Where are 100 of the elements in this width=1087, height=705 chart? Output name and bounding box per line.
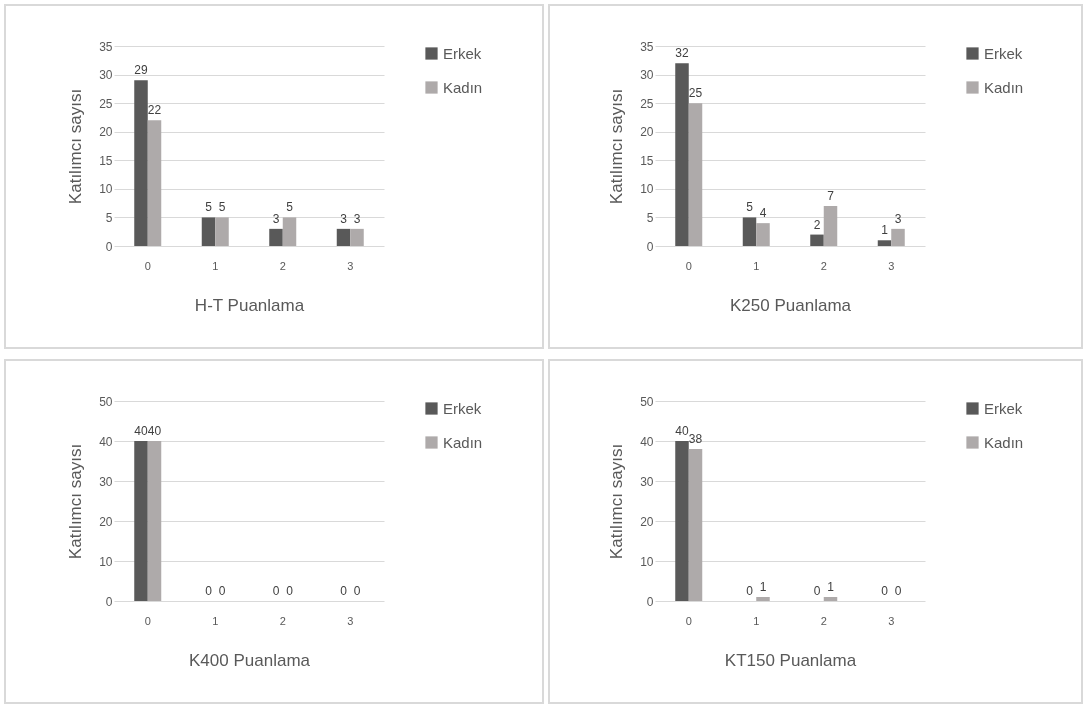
data-label: 32 [675,46,689,61]
data-label: 40 [675,424,689,438]
y-tick-label: 30 [640,68,654,83]
x-tick-label: 3 [888,614,895,627]
data-label: 3 [894,211,902,226]
x-tick-label: 3 [888,259,895,272]
bar [147,120,161,246]
bar [688,103,703,246]
bar [214,217,229,246]
data-label: 0 [272,584,280,598]
x-tick-label: 2 [820,614,827,627]
data-label: 5 [204,200,212,215]
bar [201,217,215,246]
y-tick-label: 0 [646,594,654,609]
legend-label: Kadın [442,78,482,96]
y-axis-title: Katılımcı sayısı [607,443,627,560]
bar [756,597,770,601]
data-label: 0 [353,584,361,598]
y-axis-title: Katılımcı sayısı [65,88,85,205]
y-tick-label: 20 [640,514,654,529]
data-label: 7 [827,189,835,203]
data-label: 0 [218,584,226,598]
y-tick-label: 10 [98,554,113,569]
y-tick-label: 20 [98,125,113,140]
y-tick-label: 15 [98,153,113,168]
y-tick-label: 10 [640,554,654,569]
x-tick-label: 2 [279,259,286,272]
bar [891,228,905,246]
legend-label: Erkek [984,399,1023,417]
data-label: 2 [813,217,821,232]
y-tick-label: 10 [640,182,654,197]
bar [133,80,148,246]
y-tick-label: 20 [98,514,113,529]
y-tick-label: 35 [640,39,654,54]
y-tick-label: 30 [640,474,654,489]
y-tick-label: 5 [646,210,654,225]
legend-label: Erkek [442,44,482,62]
y-tick-label: 25 [98,96,113,111]
data-label: 3 [272,211,280,226]
y-tick-label: 40 [98,434,113,449]
data-label: 0 [881,584,889,598]
x-axis-title: K400 Puanlama [188,650,311,670]
y-tick-label: 30 [98,68,113,83]
y-tick-label: 40 [640,434,654,449]
x-axis-title: H-T Puanlama [194,295,305,315]
data-label: 3 [339,211,347,226]
legend-label: Kadın [984,433,1024,451]
x-tick-label: 3 [346,259,353,272]
data-label: 3 [353,211,361,226]
x-tick-label: 2 [279,614,286,627]
y-tick-label: 0 [646,239,654,254]
bar [336,228,350,246]
bar [742,217,757,246]
data-label: 40 [133,424,148,438]
legend-label: Erkek [984,44,1023,62]
data-label: 0 [204,584,212,598]
x-tick-label: 3 [346,614,353,627]
y-tick-label: 50 [98,394,113,409]
y-tick-label: 25 [640,96,654,111]
x-tick-label: 1 [211,614,218,627]
bar [675,63,689,246]
data-label: 5 [746,200,754,215]
legend-label: Erkek [442,399,482,417]
y-tick-label: 5 [105,210,113,225]
y-tick-label: 0 [105,594,113,609]
y-axis-title: Katılımcı sayısı [65,443,85,560]
legend-label: Kadın [984,78,1024,96]
data-label: 5 [285,200,293,215]
x-tick-label: 1 [753,259,760,272]
x-tick-label: 0 [144,259,151,272]
data-label: 25 [688,86,703,101]
data-label: 0 [746,584,754,598]
data-label: 22 [147,103,161,118]
x-axis-title: KT150 Puanlama [724,650,857,670]
data-label: 29 [133,63,148,78]
bar [688,449,703,601]
data-label: 5 [218,200,226,215]
x-tick-label: 1 [211,259,218,272]
data-label: 1 [759,580,767,594]
data-label: 0 [894,584,902,598]
y-tick-label: 30 [98,474,113,489]
data-label: 1 [827,580,835,594]
y-tick-label: 15 [640,153,654,168]
data-label: 38 [688,432,703,446]
y-tick-label: 20 [640,125,654,140]
y-tick-label: 50 [640,394,654,409]
x-tick-label: 1 [753,614,760,627]
x-tick-label: 0 [144,614,151,627]
data-label: 40 [147,424,161,438]
x-tick-label: 0 [685,259,692,272]
data-label: 1 [881,223,889,238]
x-tick-label: 0 [685,614,692,627]
legend-label: Kadın [442,433,482,451]
data-label: 4 [759,206,767,221]
bar [675,441,689,601]
data-label: 0 [813,584,821,598]
y-axis-title: Katılımcı sayısı [607,88,627,205]
x-tick-label: 2 [820,259,827,272]
bar [877,240,892,246]
y-tick-label: 0 [105,239,113,254]
